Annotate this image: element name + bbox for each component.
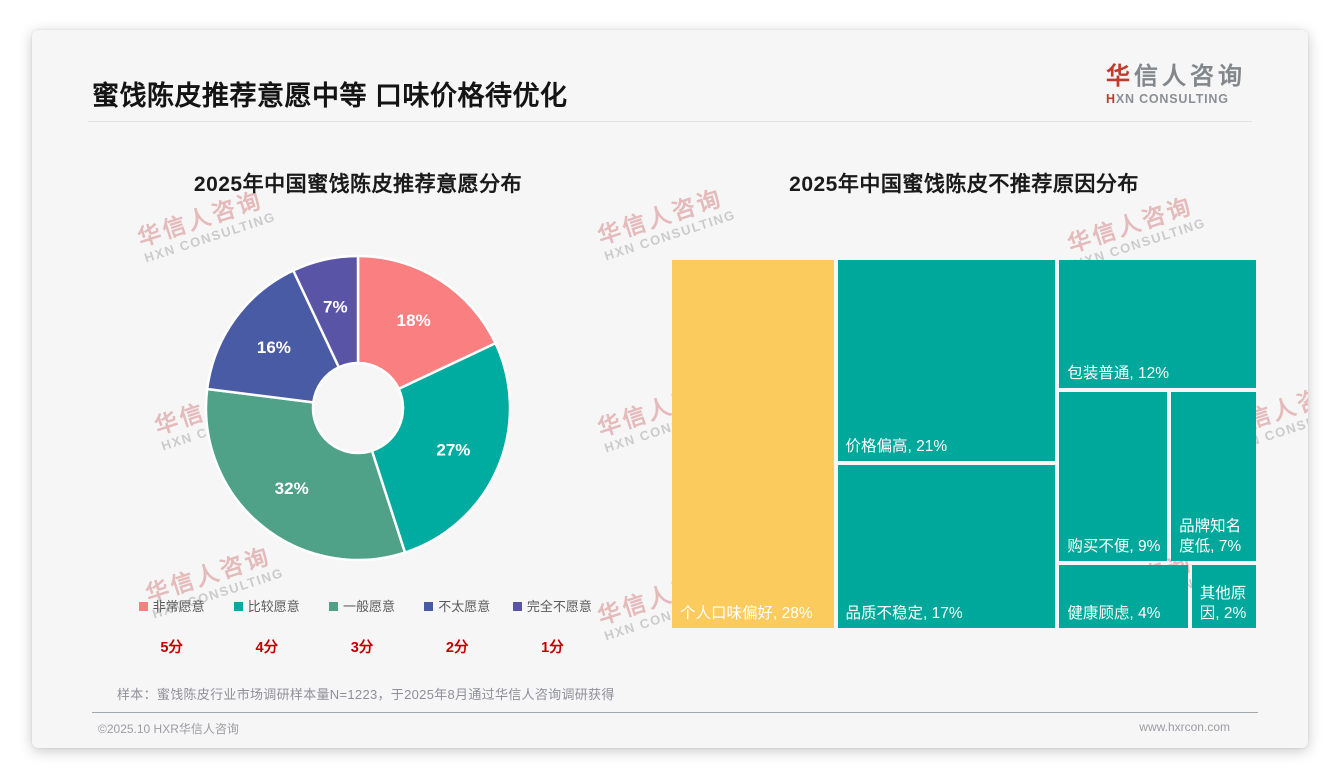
treemap-cell-label: 品牌知名度低, 7% (1179, 517, 1242, 555)
donut-slice-label: 32% (275, 479, 309, 498)
donut-slice-label: 7% (323, 298, 348, 317)
legend-label: 一般愿意 (343, 599, 396, 614)
legend-label: 非常愿意 (152, 599, 205, 614)
donut-slice-3 (205, 269, 341, 404)
treemap-chart: 个人口味偏好, 28% 价格偏高, 21% 品质不稳定, 17% 包装普通, 12% 购… (672, 260, 1256, 628)
donut-slice-label: 18% (397, 311, 431, 330)
watermark-text-en: HXN CONSULTING (602, 206, 738, 264)
treemap-cell-7: 其他原因, 2% (1191, 565, 1256, 628)
treemap-cell-5: 品牌知名度低, 7% (1171, 391, 1256, 562)
website-text: www.hxrcon.com (1139, 720, 1230, 734)
score-label-0: 5分 (160, 640, 183, 656)
score-label-3: 2分 (445, 640, 469, 656)
treemap-cell-label: 健康顾虑, 4% (1067, 604, 1161, 622)
logo-tagline: HXN CONSULTING (1106, 92, 1246, 106)
treemap-cell-label: 品质不稳定, 17% (845, 604, 963, 622)
score-label-2: 3分 (350, 640, 374, 656)
donut-slice-label: 27% (436, 440, 470, 459)
company-logo: 华信人咨询 HXN CONSULTING (1106, 56, 1246, 106)
legend-item-4: 完全不愿意 (505, 596, 600, 615)
legend-swatch (424, 601, 434, 611)
legend-label: 比较愿意 (247, 599, 300, 614)
copyright-text: ©2025.10 HXR华信人咨询 (98, 722, 239, 736)
legend-swatch (233, 601, 243, 611)
score-label-1: 4分 (255, 640, 279, 656)
donut-slice-label: 16% (257, 338, 291, 357)
legend-swatch (138, 601, 148, 611)
logo-tagline-accent: H (1106, 92, 1116, 106)
legend-swatch (329, 601, 338, 611)
treemap-cell-label: 购买不便, 9% (1067, 537, 1161, 555)
score-row: 5分 4分 3分 2分 1分 (124, 636, 600, 657)
treemap-cell-1: 价格偏高, 21% (837, 260, 1056, 462)
donut-chart-title: 2025年中国蜜饯陈皮推荐意愿分布 (193, 173, 523, 196)
sample-note: 样本：蜜饯陈皮行业市场调研样本量N=1223，于2025年8月通过华信人咨询调研… (117, 687, 615, 702)
legend-item-1: 比较愿意 (219, 596, 314, 615)
donut-legend: 非常愿意 比较愿意 一般愿意 不太愿意 完全不愿意 (124, 596, 600, 615)
header-divider (88, 121, 1252, 122)
treemap-cell-label: 其他原因, 2% (1199, 584, 1247, 622)
treemap-cell-label: 个人口味偏好, 28% (680, 604, 813, 622)
treemap-cell-4: 购买不便, 9% (1059, 391, 1168, 562)
legend-swatch (512, 601, 522, 611)
page-title: 蜜饯陈皮推荐意愿中等 口味价格待优化 (92, 81, 568, 111)
treemap-chart-title: 2025年中国蜜饯陈皮不推荐原因分布 (789, 173, 1139, 196)
treemap-cell-6: 健康顾虑, 4% (1059, 565, 1188, 628)
donut-slice-2 (204, 387, 407, 562)
treemap-cell-label: 价格偏高, 21% (845, 438, 948, 456)
donut-svg: 18% 27% 32% 16% 7% (204, 254, 512, 562)
logo-name: 华信人咨询 (1106, 56, 1246, 91)
legend-item-2: 一般愿意 (314, 596, 409, 615)
treemap-cell-3: 包装普通, 12% (1059, 260, 1256, 388)
logo-name-rest: 信人咨询 (1134, 63, 1246, 90)
legend-label: 完全不愿意 (526, 599, 592, 614)
legend-label: 不太愿意 (438, 599, 491, 614)
donut-slice-4 (292, 254, 360, 369)
slide-card: 华信人咨询 HXN CONSULTING 华信人咨询 HXN CONSULTING 华信… (32, 30, 1308, 748)
treemap-cell-2: 品质不稳定, 17% (837, 465, 1056, 628)
donut-slice-0 (356, 254, 497, 391)
logo-tagline-rest: XN CONSULTING (1115, 92, 1229, 106)
score-label-4: 1分 (541, 640, 564, 656)
logo-name-accent: 华 (1106, 63, 1134, 90)
donut-slice-1 (370, 342, 512, 554)
legend-item-3: 不太愿意 (410, 596, 505, 615)
treemap-cell-label: 包装普通, 12% (1067, 364, 1170, 382)
treemap-cell-0: 个人口味偏好, 28% (672, 260, 834, 628)
legend-item-0: 非常愿意 (124, 596, 219, 615)
donut-chart: 18% 27% 32% 16% 7% (188, 238, 528, 578)
footer-divider (92, 712, 1258, 713)
